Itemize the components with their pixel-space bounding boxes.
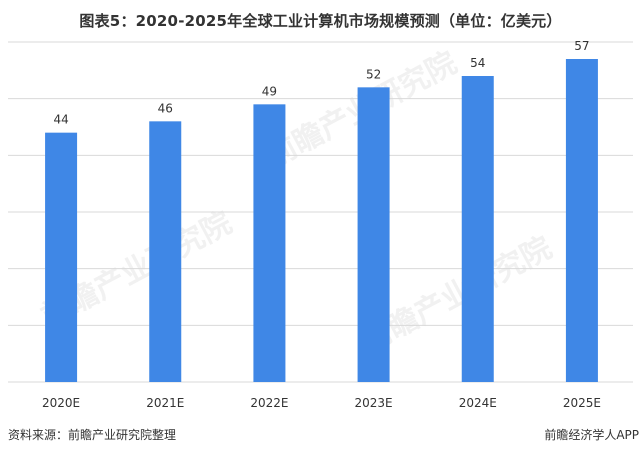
data-label-2024E: 54 [470, 56, 485, 70]
data-label-2022E: 49 [262, 84, 277, 98]
data-label-2025E: 57 [574, 39, 589, 53]
chart-title: 图表5：2020-2025年全球工业计算机市场规模预测（单位：亿美元） [79, 12, 562, 30]
brand-label: 前瞻经济学人APP [544, 426, 639, 443]
brand-text: 前瞻经济学人APP [544, 428, 639, 442]
bar-2023E [357, 87, 390, 382]
bar-2025E [565, 59, 598, 382]
bar-2022E [253, 104, 286, 382]
data-label-2020E: 44 [53, 113, 68, 127]
source-note: 资料来源：前瞻产业研究院整理 [8, 428, 177, 442]
bar-2021E [149, 121, 182, 382]
x-tick-label-2022E: 2022E [250, 396, 288, 410]
data-label-2021E: 46 [158, 101, 173, 115]
x-tick-label-2021E: 2021E [146, 396, 184, 410]
x-tick-label-2020E: 2020E [42, 396, 80, 410]
x-tick-label-2024E: 2024E [459, 396, 497, 410]
bar-2020E [45, 132, 78, 382]
bar-2024E [461, 76, 494, 382]
x-tick-label-2023E: 2023E [355, 396, 393, 410]
data-label-2023E: 52 [366, 67, 381, 81]
x-tick-label-2025E: 2025E [563, 396, 601, 410]
